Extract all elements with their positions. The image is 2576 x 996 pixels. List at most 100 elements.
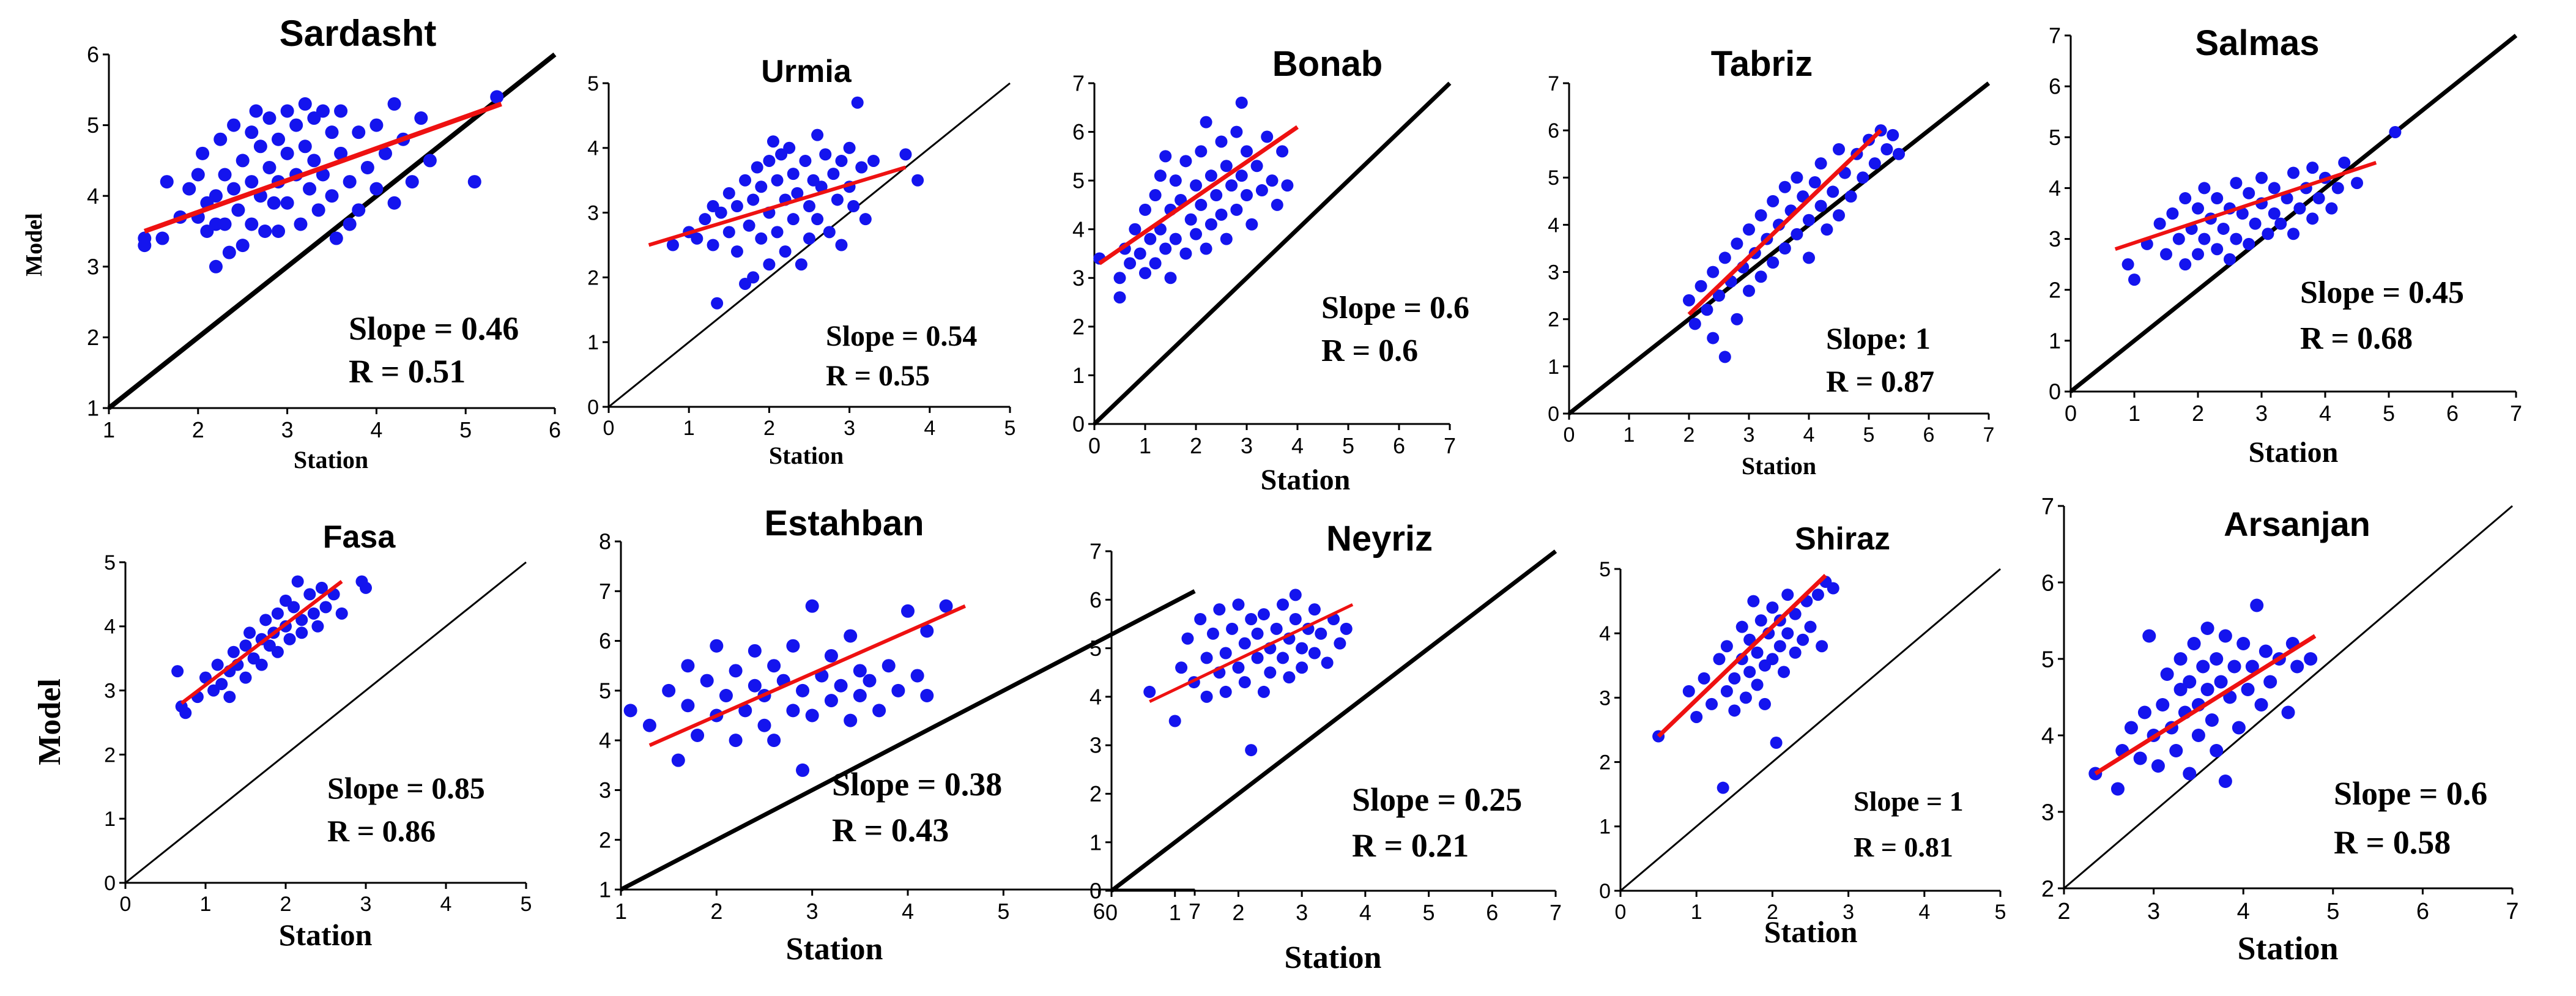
y-tick-label: 1 bbox=[1089, 830, 1102, 855]
y-tick-label: 1 bbox=[1072, 363, 1085, 388]
data-point bbox=[786, 639, 800, 653]
x-axis-label: Station bbox=[1261, 464, 1351, 496]
data-point bbox=[2325, 202, 2338, 215]
data-point bbox=[2200, 683, 2214, 696]
data-point bbox=[155, 231, 169, 245]
r-annotation: R = 0.81 bbox=[1854, 831, 1953, 863]
data-point bbox=[1868, 157, 1881, 170]
data-point bbox=[799, 154, 812, 167]
data-point bbox=[243, 626, 256, 639]
data-point bbox=[1200, 242, 1212, 255]
data-point bbox=[1144, 232, 1157, 245]
data-point bbox=[2230, 177, 2243, 190]
y-tick-label: 3 bbox=[599, 778, 611, 803]
y-tick-label: 3 bbox=[1548, 261, 1559, 284]
data-point bbox=[791, 187, 804, 199]
data-point bbox=[272, 132, 286, 146]
data-point bbox=[815, 180, 828, 193]
data-point bbox=[1181, 632, 1194, 645]
y-axis-label: Model bbox=[32, 678, 67, 765]
x-tick-label: 2 bbox=[280, 893, 292, 916]
x-tick-label: 2 bbox=[710, 899, 722, 924]
data-point bbox=[1728, 672, 1741, 685]
data-point bbox=[311, 620, 324, 633]
data-point bbox=[729, 734, 743, 748]
data-point bbox=[1164, 272, 1177, 284]
data-point bbox=[853, 664, 867, 678]
panel-fasa: 0 1 2 3 4 5 0 1 2 3 4 5 Fasa Slope = 0.85 R = 0.86 Stat… bbox=[32, 519, 532, 952]
y-tick-label: 3 bbox=[2049, 226, 2061, 251]
y-tick-label: 7 bbox=[1072, 71, 1085, 96]
data-point bbox=[743, 219, 755, 232]
x-tick-label: 3 bbox=[281, 417, 294, 442]
data-point bbox=[666, 239, 679, 251]
data-point bbox=[271, 645, 284, 658]
identity-line bbox=[125, 561, 527, 884]
panel-title: Shiraz bbox=[1795, 521, 1890, 557]
data-point bbox=[1751, 678, 1764, 691]
y-tick-label: 7 bbox=[1548, 72, 1559, 95]
y-tick-label: 2 bbox=[1599, 751, 1611, 775]
y-tick-label: 1 bbox=[1599, 816, 1611, 839]
data-point bbox=[352, 203, 366, 217]
data-point bbox=[681, 699, 695, 713]
data-point bbox=[239, 671, 252, 684]
identity-line bbox=[1093, 81, 1452, 426]
data-point bbox=[2245, 660, 2259, 674]
slope-annotation: Slope = 0.38 bbox=[832, 766, 1002, 803]
data-point bbox=[920, 624, 934, 638]
data-point bbox=[245, 217, 259, 231]
data-point bbox=[805, 599, 819, 613]
data-point bbox=[1781, 589, 1794, 601]
data-point bbox=[747, 271, 760, 284]
data-point bbox=[295, 626, 308, 639]
data-point bbox=[2338, 156, 2351, 169]
data-point bbox=[1139, 203, 1151, 216]
data-point bbox=[1169, 174, 1182, 187]
data-point bbox=[1245, 218, 1258, 231]
data-point bbox=[2217, 222, 2230, 235]
x-tick-label: 6 bbox=[1486, 900, 1498, 925]
data-point bbox=[1245, 744, 1258, 757]
data-point bbox=[699, 213, 711, 226]
data-point bbox=[2169, 744, 2183, 757]
data-point bbox=[835, 154, 848, 167]
data-point bbox=[910, 669, 924, 683]
data-point bbox=[2287, 228, 2299, 240]
data-point bbox=[738, 704, 752, 718]
y-tick-label: 4 bbox=[104, 615, 116, 639]
data-point bbox=[824, 694, 838, 708]
data-point bbox=[2121, 258, 2134, 271]
data-point bbox=[2293, 202, 2306, 215]
data-point bbox=[160, 175, 174, 189]
data-point bbox=[211, 658, 224, 671]
panel-title: Bonab bbox=[1272, 44, 1383, 84]
x-tick-label: 1 bbox=[103, 417, 115, 442]
data-point bbox=[1113, 272, 1126, 284]
data-point bbox=[2255, 171, 2268, 184]
data-point bbox=[1791, 171, 1803, 184]
data-point bbox=[787, 168, 800, 180]
data-point bbox=[691, 232, 703, 245]
data-point bbox=[236, 239, 250, 253]
data-point bbox=[811, 213, 824, 226]
x-tick-label: 7 bbox=[1444, 433, 1456, 458]
y-tick-label: 2 bbox=[2049, 277, 2061, 302]
x-tick-label: 3 bbox=[1843, 901, 1854, 924]
data-point bbox=[2232, 721, 2246, 735]
regression-line bbox=[648, 604, 967, 748]
data-point bbox=[1296, 661, 1308, 674]
data-point bbox=[851, 96, 864, 109]
data-point bbox=[1281, 179, 1294, 192]
data-point bbox=[747, 193, 760, 206]
data-point bbox=[1751, 646, 1764, 659]
data-point bbox=[1232, 598, 1245, 611]
data-point bbox=[213, 132, 228, 146]
x-tick-label: 5 bbox=[521, 893, 532, 916]
data-point bbox=[262, 160, 277, 174]
data-point bbox=[1797, 633, 1810, 646]
data-point bbox=[722, 187, 735, 199]
data-point bbox=[1754, 614, 1767, 627]
data-point bbox=[719, 688, 733, 702]
data-point bbox=[2249, 217, 2262, 230]
